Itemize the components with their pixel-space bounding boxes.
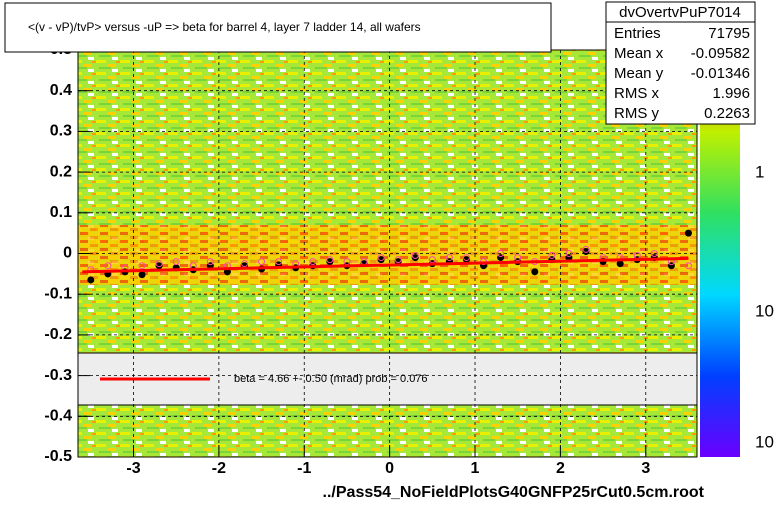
x-tick-label: 2 — [556, 460, 565, 477]
point — [565, 250, 573, 257]
y-tick-label: -0.5 — [44, 448, 72, 465]
point — [514, 254, 522, 262]
point — [326, 258, 334, 266]
point — [445, 254, 453, 262]
point — [309, 258, 317, 266]
z-label: 10 — [755, 301, 774, 320]
point — [206, 258, 214, 266]
point — [582, 247, 590, 255]
stats-key: RMS y — [614, 105, 660, 122]
point — [394, 256, 402, 264]
chart-title: <(v - vP)/tvP> versus -uP => beta for ba… — [28, 20, 421, 34]
y-tick-label: -0.3 — [44, 367, 72, 384]
point — [138, 262, 146, 270]
point — [531, 268, 539, 276]
stats-value: 0.2263 — [704, 105, 750, 122]
point — [155, 262, 163, 270]
z-label: 10 — [755, 432, 774, 451]
x-tick-label: 0 — [385, 460, 394, 477]
point — [155, 260, 163, 268]
stats-box: dvOvertvPuP7014 Entries 71795 Mean x -0.095… — [605, 1, 756, 125]
y-tick-label: 0.2 — [50, 163, 72, 180]
stats-key: Entries — [614, 25, 661, 42]
y-tick-label: -0.1 — [44, 285, 72, 302]
point — [275, 258, 283, 266]
x-tick-label: -1 — [297, 460, 311, 477]
point — [240, 260, 248, 268]
point — [377, 256, 385, 264]
point — [87, 276, 95, 284]
point — [138, 271, 146, 279]
stats-value: -0.01346 — [691, 65, 750, 82]
legend-text: beta = 4.66 +- 0.50 (mrad) prob = 0.076 — [234, 373, 428, 385]
point — [462, 254, 470, 262]
point — [684, 262, 692, 270]
x-tick-label: -3 — [126, 460, 140, 477]
y-tick-label: -0.4 — [44, 408, 72, 425]
point — [650, 250, 658, 257]
point — [258, 258, 266, 266]
point — [462, 256, 470, 264]
x-axis-label: ../Pass54_NoFieldPlotsG40GNFP25rCut0.5cm… — [323, 484, 705, 501]
y-tick-label: 0.3 — [50, 123, 72, 140]
z-label: 1 — [755, 162, 764, 181]
point — [548, 252, 556, 260]
y-tick-label: -0.2 — [44, 326, 72, 343]
point — [497, 250, 505, 257]
point — [172, 258, 180, 266]
stats-key: RMS x — [614, 85, 660, 102]
y-tick-label: 0.1 — [50, 204, 72, 221]
stats-title: dvOvertvPuP7014 — [619, 4, 741, 21]
point — [582, 245, 590, 253]
heatmap — [77, 49, 740, 458]
stats-value: 1.996 — [712, 85, 750, 102]
stats-value: -0.09582 — [691, 45, 750, 62]
point — [411, 254, 419, 262]
point — [326, 256, 334, 264]
y-tick-label: 0.4 — [50, 82, 72, 99]
x-tick-label: 1 — [471, 460, 480, 477]
fit-line — [82, 256, 689, 274]
y-tick-label: 0 — [63, 245, 72, 262]
point — [684, 229, 692, 237]
stats-value: 71795 — [708, 25, 750, 42]
point — [411, 252, 419, 260]
title-box — [4, 2, 552, 53]
point — [616, 260, 624, 268]
point — [377, 254, 385, 262]
x-tick-label: -2 — [212, 460, 226, 477]
x-tick-label: 3 — [641, 460, 650, 477]
stats-key: Mean x — [614, 45, 664, 62]
stats-key: Mean y — [614, 65, 664, 82]
point — [104, 262, 112, 270]
